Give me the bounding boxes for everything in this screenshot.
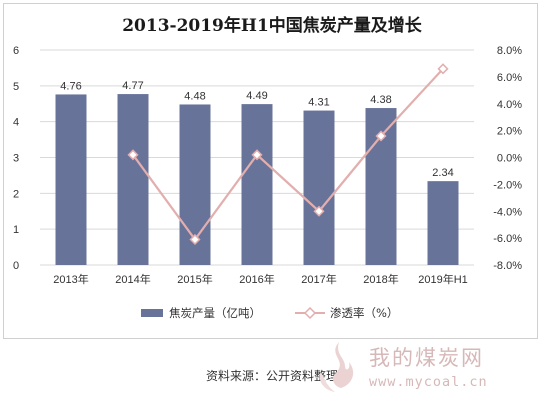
bar-value-label: 4.49 xyxy=(246,90,267,102)
x-axis-tick: 2013年 xyxy=(53,272,88,286)
bar xyxy=(303,110,335,265)
right-axis-tick: -6.0% xyxy=(493,233,522,245)
right-axis-tick: -2.0% xyxy=(493,179,522,191)
right-axis-tick: 6.0% xyxy=(497,72,522,84)
right-axis-tick: -8.0% xyxy=(493,260,522,272)
x-axis-tick: 2014年 xyxy=(115,272,150,286)
bar-value-label: 4.76 xyxy=(60,80,81,92)
line-point-marker xyxy=(251,149,263,161)
line-point-marker xyxy=(375,130,387,142)
right-axis-tick: 0.0% xyxy=(497,153,522,165)
right-axis-tick: 4.0% xyxy=(497,99,522,111)
left-axis-tick: 0 xyxy=(13,260,19,272)
line-point-marker xyxy=(127,149,139,161)
bar-value-label: 2.34 xyxy=(432,167,453,179)
bar-value-label: 4.38 xyxy=(370,94,391,106)
left-axis-tick: 5 xyxy=(13,81,19,93)
legend-diamond-icon xyxy=(303,306,317,320)
bar-value-label: 4.77 xyxy=(122,80,143,92)
x-axis-tick: 2018年 xyxy=(363,272,398,286)
chart-title: 2013-2019年H1中国焦炭产量及增长 xyxy=(122,15,423,36)
legend-bar-swatch xyxy=(141,309,163,317)
left-axis-tick: 3 xyxy=(13,153,19,165)
x-axis-tick: 2016年 xyxy=(239,272,274,286)
line-point-marker xyxy=(189,233,201,246)
legend-line-label: 渗透率（%） xyxy=(330,306,398,320)
bar xyxy=(241,104,273,265)
flame-logo-icon xyxy=(319,342,354,392)
right-axis-tick: 8.0% xyxy=(497,45,522,57)
bar-value-label: 4.48 xyxy=(184,90,205,102)
chart-frame: 0 1 2 3 4 5 6 -8.0% -6.0% -4.0% -2.0% 0.0% 2.0% 4.0%… xyxy=(3,3,538,339)
left-axis-tick: 6 xyxy=(13,45,19,57)
left-axis-tick: 2 xyxy=(13,188,19,200)
x-axis-tick: 2019年H1 xyxy=(418,272,468,286)
source-note: 资料来源：公开资料整理 xyxy=(205,369,338,383)
legend-bar-label: 焦炭产量（亿吨） xyxy=(169,306,261,320)
legend: 焦炭产量（亿吨） 渗透率（%） xyxy=(141,306,398,320)
left-axis-tick: 4 xyxy=(13,117,19,129)
line-point-marker xyxy=(313,205,325,217)
bar xyxy=(117,94,149,265)
x-axis-tick: 2017年 xyxy=(301,272,336,286)
bar xyxy=(55,94,87,265)
watermark-name: 我的煤炭网 xyxy=(369,346,484,370)
left-axis-tick: 1 xyxy=(13,224,19,236)
x-axis-tick: 2015年 xyxy=(177,272,212,286)
watermark-url: www.mycoal.cn xyxy=(369,374,488,390)
growth-line xyxy=(132,68,444,242)
right-axis-tick: 2.0% xyxy=(497,126,522,138)
bar xyxy=(427,181,459,265)
line-point-marker xyxy=(437,63,449,75)
right-axis-tick: -4.0% xyxy=(493,206,522,218)
watermark: 我的煤炭网 www.mycoal.cn xyxy=(303,336,544,398)
bar-value-label: 4.31 xyxy=(308,97,329,109)
coke-production-chart: 0 1 2 3 4 5 6 -8.0% -6.0% -4.0% -2.0% 0.0% 2.0% 4.0%… xyxy=(13,15,522,320)
